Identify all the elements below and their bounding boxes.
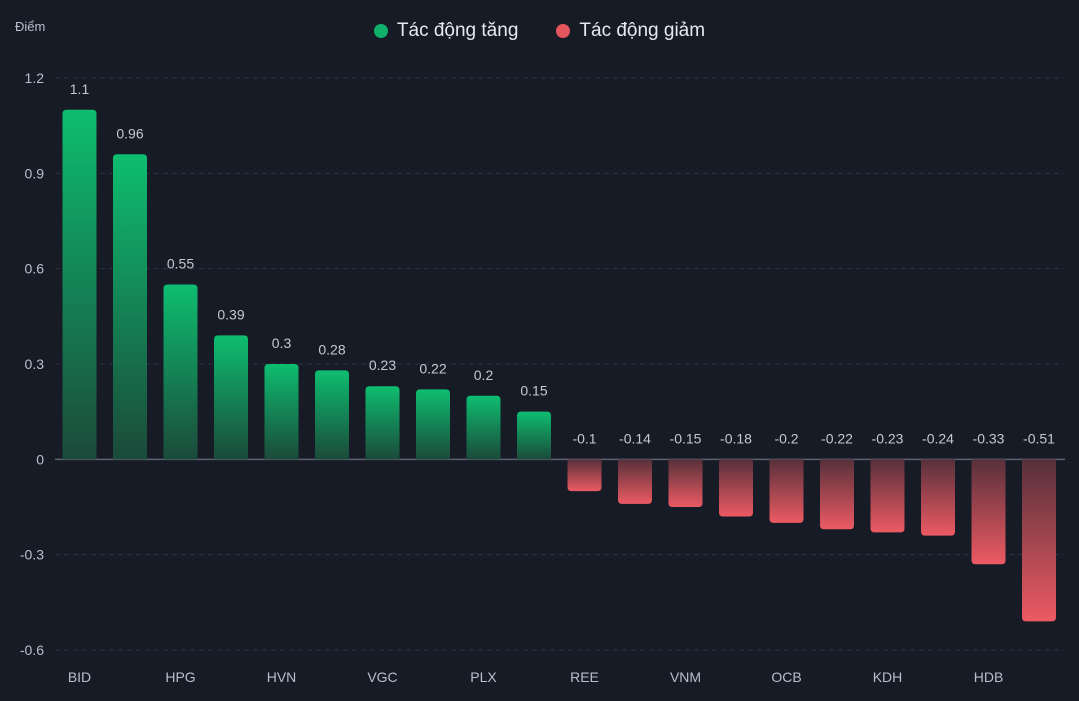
x-tick-label: VNM bbox=[670, 669, 701, 685]
bar bbox=[769, 459, 804, 523]
bar-value-label: -0.15 bbox=[670, 430, 702, 446]
bar bbox=[163, 284, 198, 460]
bar bbox=[567, 459, 602, 492]
bar bbox=[466, 395, 501, 460]
bar bbox=[365, 386, 400, 460]
y-tick-label: -0.3 bbox=[20, 547, 44, 563]
bar bbox=[517, 411, 551, 460]
bar-value-label: 0.2 bbox=[474, 367, 494, 383]
bar bbox=[315, 370, 349, 460]
x-tick-label: OCB bbox=[771, 669, 801, 685]
x-tick-label: PLX bbox=[470, 669, 497, 685]
legend-item-decrease[interactable]: Tác động giảm bbox=[556, 20, 705, 42]
bar bbox=[264, 364, 299, 460]
bar-value-label: -0.33 bbox=[973, 430, 1005, 446]
bar bbox=[719, 459, 753, 517]
bar bbox=[971, 459, 1006, 565]
y-axis-unit-label: Điểm bbox=[15, 19, 46, 34]
bar bbox=[820, 459, 854, 530]
bar-value-label: -0.51 bbox=[1023, 430, 1055, 446]
bar-value-label: 1.1 bbox=[70, 81, 90, 97]
bar-value-label: -0.24 bbox=[922, 430, 954, 446]
legend-label-increase: Tác động tăng bbox=[396, 20, 519, 41]
bar bbox=[618, 459, 652, 504]
bar bbox=[870, 459, 905, 533]
legend-dot-increase bbox=[373, 24, 388, 38]
legend-label-decrease: Tác động giảm bbox=[579, 20, 706, 41]
bar bbox=[416, 389, 450, 460]
bar bbox=[1022, 459, 1056, 622]
bar-value-label: 0.23 bbox=[369, 357, 396, 373]
bar-value-label: 0.39 bbox=[217, 306, 244, 322]
x-tick-label: HDB bbox=[974, 669, 1004, 685]
y-tick-label: -0.6 bbox=[20, 642, 44, 658]
bar-value-label: -0.18 bbox=[720, 430, 752, 446]
y-tick-label: 0 bbox=[36, 451, 44, 467]
bar bbox=[113, 154, 147, 460]
y-tick-label: 0.3 bbox=[25, 356, 45, 372]
bar-value-label: 0.55 bbox=[167, 256, 194, 272]
bar-value-label: 0.15 bbox=[520, 383, 547, 399]
bar-value-label: -0.14 bbox=[619, 430, 651, 446]
x-tick-label: KDH bbox=[873, 669, 903, 685]
y-tick-label: 0.9 bbox=[25, 165, 45, 181]
bar-value-label: 0.28 bbox=[318, 341, 345, 357]
legend-item-increase[interactable]: Tác động tăng bbox=[373, 20, 519, 42]
x-tick-label: HVN bbox=[267, 669, 297, 685]
bar-value-label: -0.2 bbox=[774, 430, 798, 446]
bar bbox=[668, 459, 703, 507]
x-tick-label: VGC bbox=[367, 669, 397, 685]
bar-value-label: 0.96 bbox=[116, 125, 143, 141]
x-tick-label: HPG bbox=[165, 669, 195, 685]
legend: Tác động tăng Tác động giảm bbox=[0, 20, 1079, 42]
legend-dot-decrease bbox=[556, 24, 571, 38]
bar-value-label: 0.22 bbox=[419, 360, 446, 376]
bar bbox=[62, 109, 97, 460]
x-tick-label: REE bbox=[570, 669, 599, 685]
bar-value-label: 0.3 bbox=[272, 335, 292, 351]
y-tick-label: 1.2 bbox=[25, 70, 45, 86]
bar-value-label: -0.22 bbox=[821, 430, 853, 446]
y-tick-label: 0.6 bbox=[25, 261, 45, 277]
bar-value-label: -0.23 bbox=[872, 430, 904, 446]
bar-value-label: -0.1 bbox=[572, 430, 596, 446]
bar bbox=[214, 335, 248, 460]
bar bbox=[921, 459, 955, 536]
x-tick-label: BID bbox=[68, 669, 91, 685]
